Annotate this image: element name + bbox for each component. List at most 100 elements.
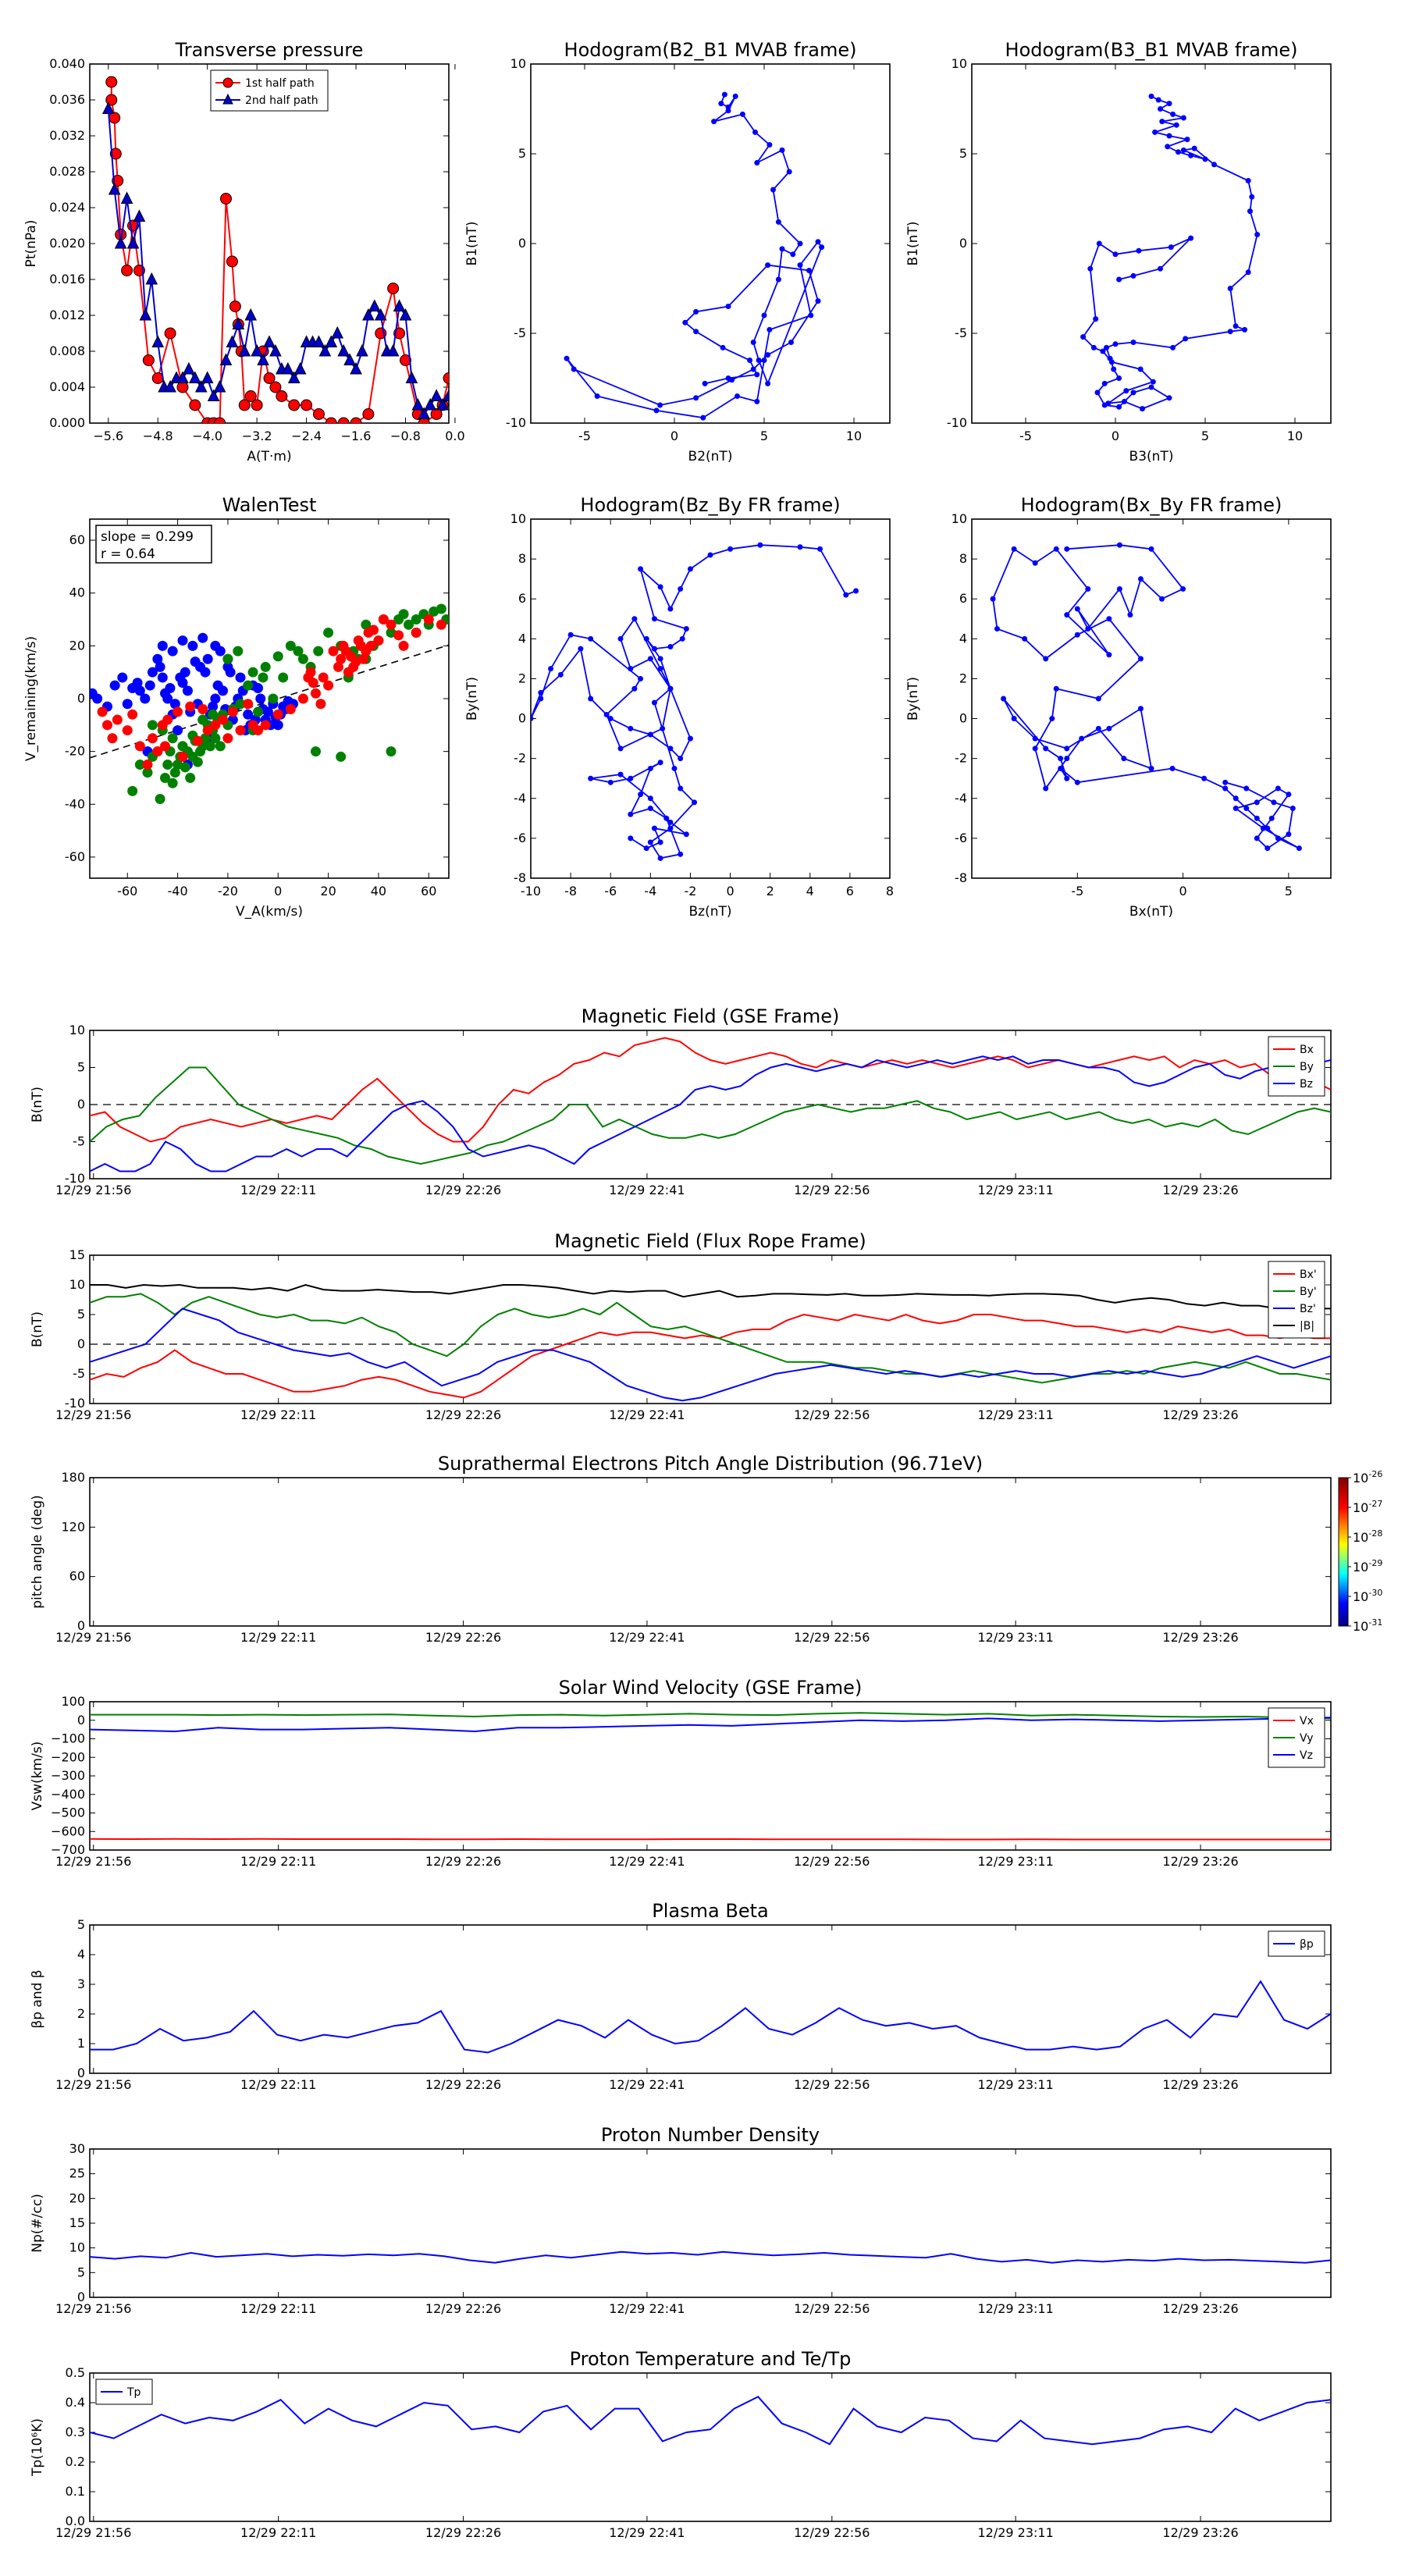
y-tick-label: 0.028 — [49, 164, 85, 179]
y-tick-label: 0.024 — [49, 200, 85, 215]
x-tick-label: 12/29 23:11 — [977, 1183, 1053, 1197]
data-point — [114, 236, 127, 249]
data-point — [276, 390, 288, 402]
data-point — [127, 785, 138, 796]
y-tick-label: 0 — [959, 236, 967, 251]
plot-frame — [89, 2148, 1332, 2298]
x-tick-label: 12/29 22:11 — [240, 1854, 316, 1869]
data-point — [1116, 404, 1122, 410]
x-tick-label: 12/29 22:11 — [240, 2301, 316, 2316]
data-point — [356, 343, 368, 357]
y-axis-label: By(nT) — [905, 677, 921, 720]
data-point — [1130, 272, 1136, 279]
x-tick-label: 20 — [320, 884, 336, 898]
series-line — [90, 1838, 1331, 1841]
x-tick-label: -4 — [644, 884, 656, 898]
data-point — [647, 806, 653, 812]
y-axis-label: B1(nT) — [464, 222, 480, 266]
y-tick-label: 10 — [69, 1277, 85, 1292]
data-point — [1130, 390, 1136, 396]
data-point — [1264, 845, 1271, 852]
data-point — [667, 685, 674, 692]
data-point — [557, 671, 564, 678]
data-point — [109, 148, 122, 160]
data-point — [638, 792, 644, 798]
data-point — [1211, 162, 1217, 168]
y-tick-label: 25 — [69, 2166, 85, 2181]
y-tick-label: -5 — [955, 326, 967, 340]
data-point — [358, 653, 369, 664]
data-point — [1222, 779, 1229, 785]
data-point — [1074, 606, 1080, 612]
x-tick-label: 12/29 23:11 — [977, 1854, 1053, 1869]
chart-title: Magnetic Field (GSE Frame) — [582, 1005, 840, 1027]
x-tick-label: 0 — [726, 884, 734, 898]
data-point — [147, 667, 158, 678]
y-tick-label: 0.032 — [49, 128, 85, 143]
data-point — [1188, 235, 1194, 241]
data-point — [1227, 286, 1233, 291]
data-point — [134, 760, 145, 770]
data-point — [152, 746, 163, 757]
series-line — [90, 1980, 1331, 2054]
data-point — [232, 317, 245, 329]
data-point — [994, 626, 1000, 632]
data-point — [160, 741, 171, 752]
data-point — [219, 193, 232, 205]
data-point — [682, 319, 688, 326]
legend-label: By' — [1300, 1286, 1317, 1298]
y-tick-label: 4 — [959, 631, 967, 646]
data-point — [180, 762, 190, 773]
data-point — [368, 624, 379, 635]
x-tick-label: 12/29 22:41 — [609, 1854, 685, 1869]
x-tick-label: 12/29 22:26 — [425, 1630, 501, 1645]
series-line — [90, 1712, 1331, 1720]
data-point — [1289, 806, 1296, 812]
data-point — [1058, 765, 1064, 771]
y-tick-label: 0.012 — [49, 308, 85, 322]
y-tick-label: 0.040 — [49, 56, 85, 71]
plot-frame — [89, 1701, 1332, 1851]
x-axis-label: V_A(km/s) — [236, 904, 303, 920]
x-tick-label: 12/29 22:56 — [794, 1183, 870, 1197]
data-point — [140, 693, 151, 704]
data-point — [1121, 756, 1127, 762]
x-tick-label: 12/29 22:26 — [425, 2077, 501, 2092]
x-tick-label: 12/29 22:11 — [240, 1183, 316, 1197]
data-point — [169, 699, 180, 710]
data-point — [362, 308, 375, 321]
y-tick-label: 0 — [77, 1618, 85, 1633]
data-point — [207, 389, 220, 401]
data-point — [285, 704, 296, 715]
data-point — [631, 616, 638, 622]
data-point — [1165, 144, 1171, 150]
y-tick-label: 0 — [77, 2290, 85, 2304]
data-point — [268, 693, 279, 704]
legend-label: Tp — [126, 2386, 141, 2399]
data-point — [628, 666, 634, 672]
data-point — [194, 379, 208, 393]
colorbar-exponent: -28 — [1368, 1528, 1382, 1539]
data-point — [735, 393, 740, 399]
data-point — [725, 108, 731, 114]
y-tick-label: 6 — [959, 591, 967, 606]
data-point — [1202, 156, 1208, 162]
data-point — [721, 91, 727, 98]
data-point — [617, 745, 624, 752]
data-point — [120, 191, 133, 204]
data-point — [210, 693, 221, 704]
x-tick-label: 12/29 21:56 — [55, 1407, 131, 1422]
data-point — [679, 635, 685, 642]
legend-marker — [222, 93, 233, 105]
data-point — [747, 358, 753, 363]
data-point — [162, 714, 173, 725]
data-point — [1148, 384, 1154, 390]
data-point — [567, 632, 574, 638]
data-point — [1296, 845, 1302, 852]
data-point — [1170, 344, 1176, 350]
y-tick-label: 10 — [951, 511, 967, 526]
data-point — [667, 825, 674, 831]
data-point — [1232, 795, 1239, 802]
data-point — [1243, 785, 1250, 792]
data-point — [411, 627, 422, 638]
